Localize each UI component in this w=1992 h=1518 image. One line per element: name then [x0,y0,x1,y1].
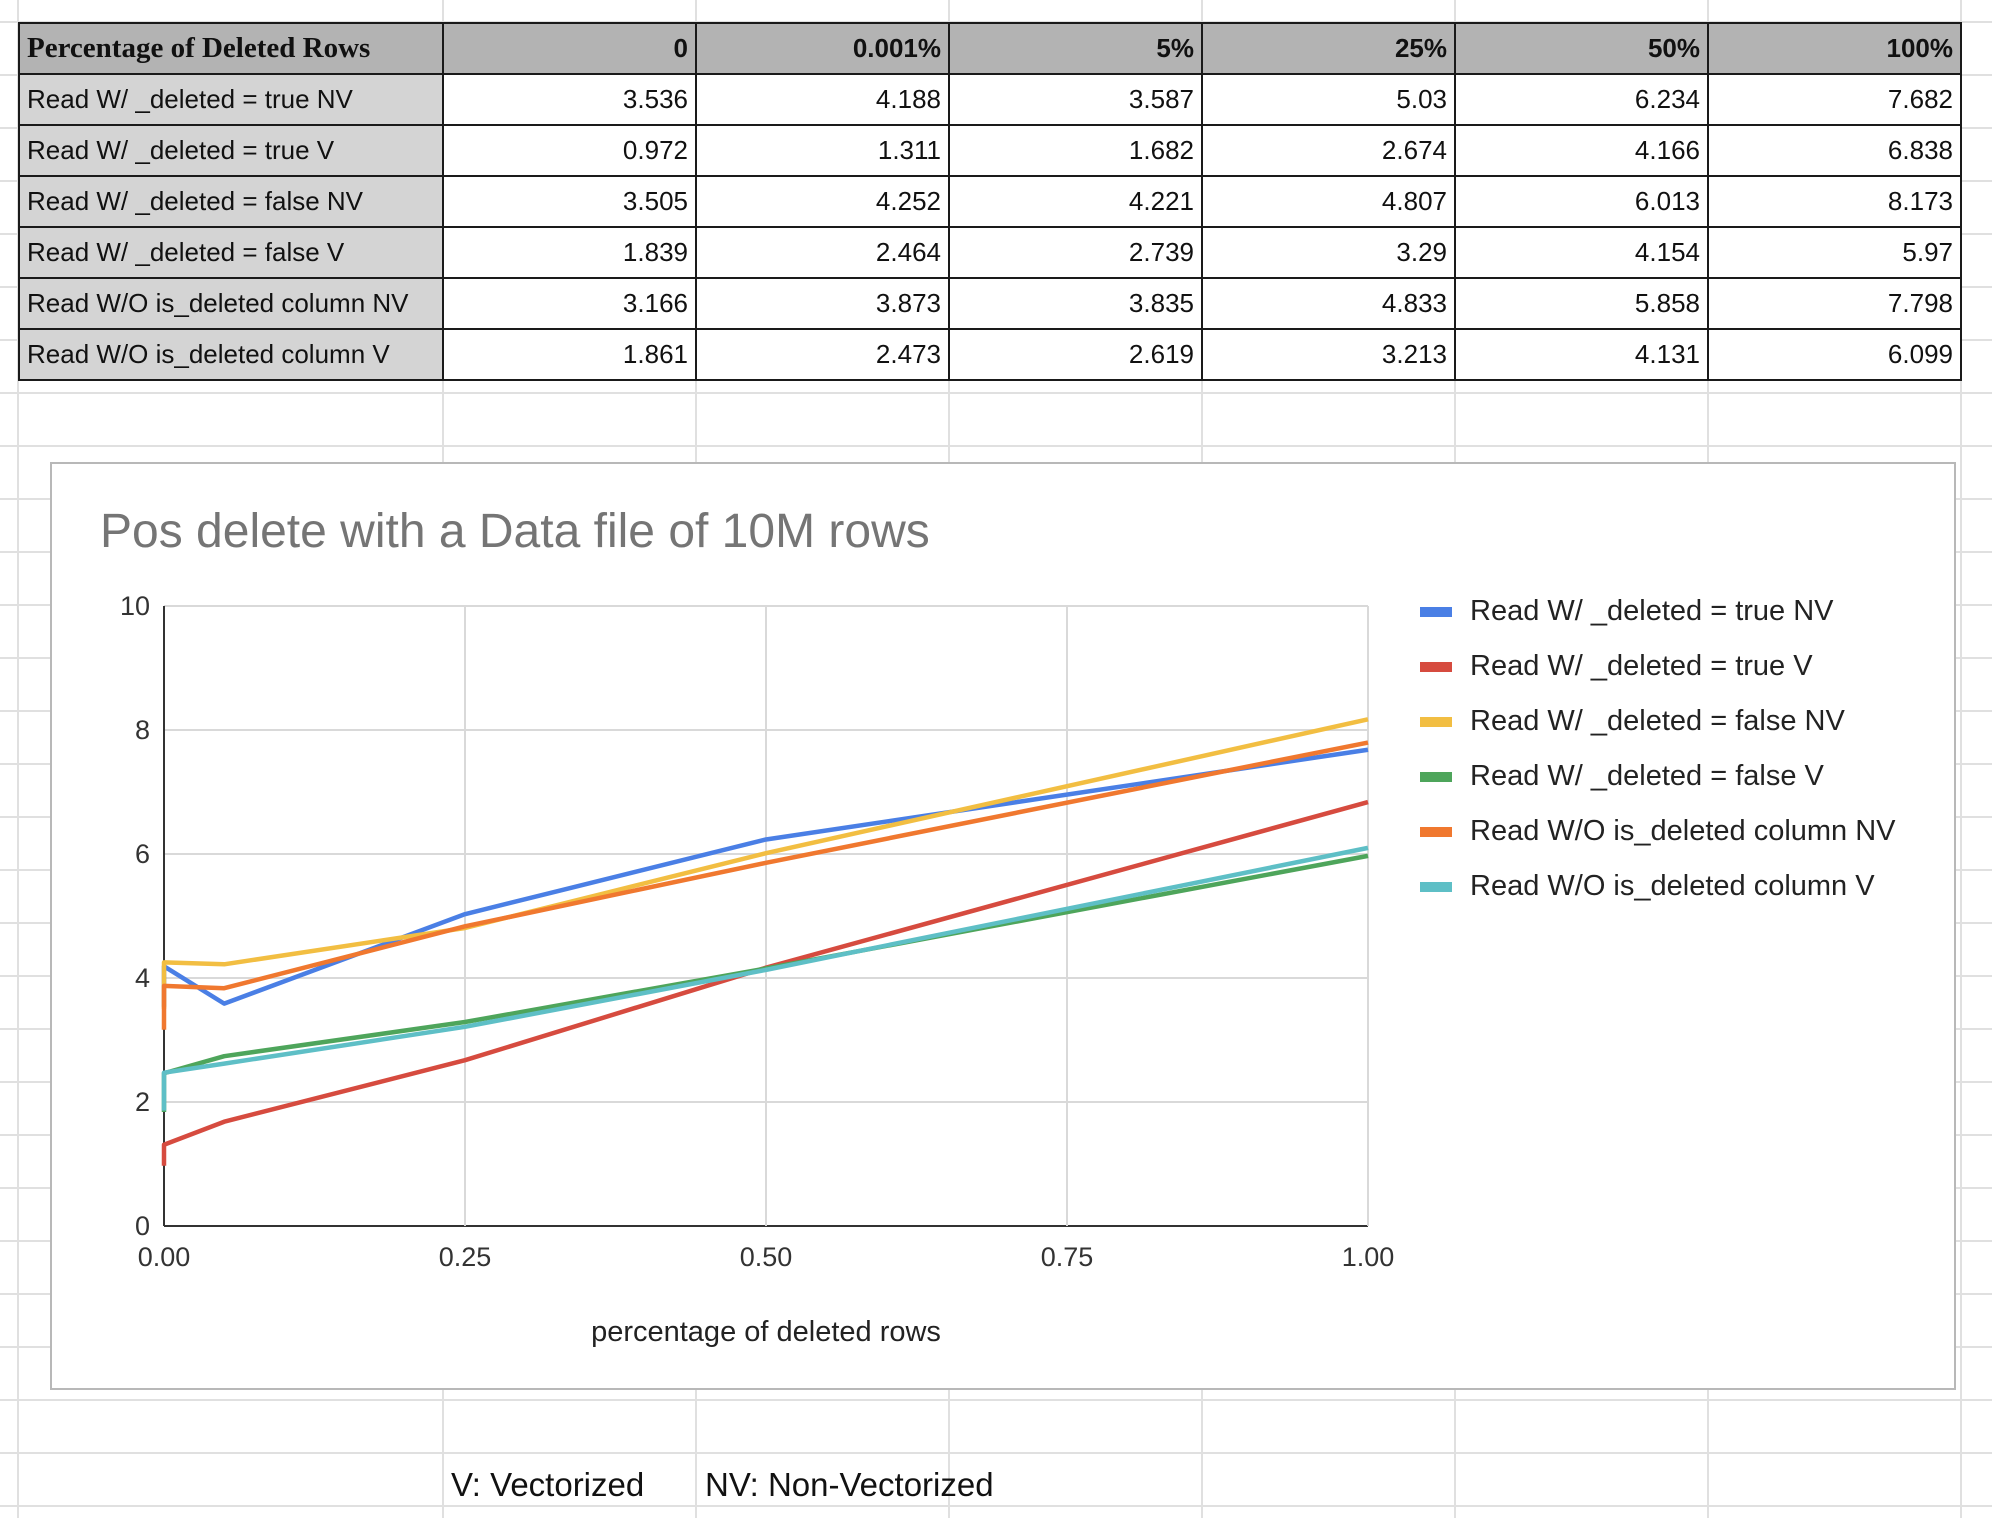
table-row: Read W/ _deleted = false V 1.839 2.464 2… [18,226,1962,279]
row-label[interactable]: Read W/ _deleted = true V [18,124,444,177]
legend-item[interactable]: Read W/ _deleted = true NV [1420,584,1896,639]
legend-label: Read W/O is_deleted column NV [1470,815,1896,847]
row-label[interactable]: Read W/O is_deleted column NV [18,277,444,330]
table-header-row: Percentage of Deleted Rows 0 0.001% 5% 2… [18,22,1962,75]
table-cell[interactable]: 4.154 [1454,226,1709,279]
legend-item[interactable]: Read W/ _deleted = false NV [1420,694,1896,749]
series-line [161,717,1369,1009]
table-cell[interactable]: 5.858 [1454,277,1709,330]
legend-swatch [1420,606,1452,617]
legend-swatch [1420,661,1452,672]
table-row: Read W/ _deleted = false NV 3.505 4.252 … [18,175,1962,228]
table-cell[interactable]: 2.674 [1201,124,1456,177]
legend-item[interactable]: Read W/O is_deleted column NV [1420,804,1896,859]
legend-swatch [1420,771,1452,782]
column-header[interactable]: 0.001% [695,22,950,75]
chart-legend: Read W/ _deleted = true NV Read W/ _delet… [1420,584,1896,914]
series-line [161,740,1369,1030]
legend-item[interactable]: Read W/ _deleted = true V [1420,639,1896,694]
y-tick-label: 10 [120,591,150,621]
table-cell[interactable]: 4.252 [695,175,950,228]
legend-label: Read W/O is_deleted column V [1470,870,1875,902]
table-cell[interactable]: 3.587 [948,73,1203,126]
line-chart[interactable]: Pos delete with a Data file of 10M rows … [50,462,1956,1390]
table-cell[interactable]: 7.798 [1707,277,1962,330]
table-cell[interactable]: 6.234 [1454,73,1709,126]
table-cell[interactable]: 3.213 [1201,328,1456,381]
chart-plot: 0 2 4 6 8 10 0.00 0.25 0.50 0.75 1.00 percentage of… [120,591,1395,1348]
table-cell[interactable]: 4.833 [1201,277,1456,330]
column-header[interactable]: 0 [442,22,697,75]
table-cell[interactable]: 3.505 [442,175,697,228]
table-corner-header[interactable]: Percentage of Deleted Rows [18,22,444,75]
table-row: Read W/O is_deleted column NV 3.166 3.87… [18,277,1962,330]
table-cell[interactable]: 6.099 [1707,328,1962,381]
table-row: Read W/ _deleted = true V 0.972 1.311 1.… [18,124,1962,177]
table-cell[interactable]: 2.464 [695,226,950,279]
table-cell[interactable]: 4.188 [695,73,950,126]
legend-item[interactable]: Read W/ _deleted = false V [1420,749,1896,804]
column-header[interactable]: 25% [1201,22,1456,75]
table-cell[interactable]: 4.131 [1454,328,1709,381]
table-row: Read W/ _deleted = true NV 3.536 4.188 3… [18,73,1962,126]
table-cell[interactable]: 0.972 [442,124,697,177]
table-cell[interactable]: 6.838 [1707,124,1962,177]
y-tick-label: 2 [135,1087,150,1117]
legend-item[interactable]: Read W/O is_deleted column V [1420,859,1896,914]
table-cell[interactable]: 5.97 [1707,226,1962,279]
table-cell[interactable]: 1.861 [442,328,697,381]
table-cell[interactable]: 3.166 [442,277,697,330]
table-cell[interactable]: 7.682 [1707,73,1962,126]
row-label[interactable]: Read W/ _deleted = true NV [18,73,444,126]
table-cell[interactable]: 2.619 [948,328,1203,381]
table-cell[interactable]: 4.166 [1454,124,1709,177]
legend-label: Read W/ _deleted = true NV [1470,595,1834,627]
column-header[interactable]: 5% [948,22,1203,75]
results-table: Percentage of Deleted Rows 0 0.001% 5% 2… [18,22,1962,381]
legend-swatch [1420,881,1452,892]
column-header[interactable]: 100% [1707,22,1962,75]
table-cell[interactable]: 3.29 [1201,226,1456,279]
x-tick-label: 0.00 [138,1242,191,1272]
x-tick-label: 1.00 [1342,1242,1395,1272]
x-tick-label: 0.25 [439,1242,492,1272]
y-tick-label: 4 [135,963,150,993]
table-cell[interactable]: 1.682 [948,124,1203,177]
table-row: Read W/O is_deleted column V 1.861 2.473… [18,328,1962,381]
column-header[interactable]: 50% [1454,22,1709,75]
legend-label: Read W/ _deleted = false V [1470,760,1824,792]
series-line [161,845,1369,1111]
table-cell[interactable]: 5.03 [1201,73,1456,126]
y-tick-label: 0 [135,1211,150,1241]
table-cell[interactable]: 3.873 [695,277,950,330]
row-label[interactable]: Read W/O is_deleted column V [18,328,444,381]
x-axis-label: percentage of deleted rows [591,1316,941,1348]
vectorized-note: V: Vectorized [451,1466,645,1503]
table-cell[interactable]: 4.807 [1201,175,1456,228]
legend-swatch [1420,716,1452,727]
y-tick-label: 6 [135,839,150,869]
table-cell[interactable]: 6.013 [1454,175,1709,228]
non-vectorized-note: NV: Non-Vectorized [705,1466,994,1503]
legend-label: Read W/ _deleted = false NV [1470,705,1845,737]
series-line [161,799,1369,1166]
row-label[interactable]: Read W/ _deleted = false NV [18,175,444,228]
legend-label: Read W/ _deleted = true V [1470,650,1813,682]
table-cell[interactable]: 2.739 [948,226,1203,279]
x-tick-label: 0.50 [740,1242,793,1272]
chart-title: Pos delete with a Data file of 10M rows [100,505,930,558]
row-label[interactable]: Read W/ _deleted = false V [18,226,444,279]
x-tick-label: 0.75 [1041,1242,1094,1272]
table-cell[interactable]: 4.221 [948,175,1203,228]
table-cell[interactable]: 3.835 [948,277,1203,330]
table-cell[interactable]: 8.173 [1707,175,1962,228]
table-cell[interactable]: 1.839 [442,226,697,279]
table-cell[interactable]: 2.473 [695,328,950,381]
y-tick-label: 8 [135,715,150,745]
legend-swatch [1420,826,1452,837]
table-cell[interactable]: 3.536 [442,73,697,126]
table-cell[interactable]: 1.311 [695,124,950,177]
